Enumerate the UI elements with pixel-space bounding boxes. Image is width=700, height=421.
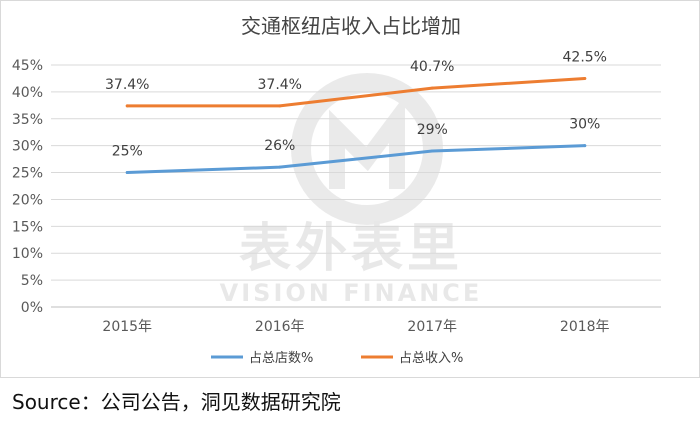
series bbox=[125, 76, 587, 175]
y-tick-label: 45% bbox=[12, 58, 43, 74]
watermark-logo-mark bbox=[329, 95, 405, 189]
data-label: 25% bbox=[112, 144, 143, 160]
x-tick-label: 2017年 bbox=[407, 319, 457, 335]
legend: 占总店数% 占总收入% bbox=[211, 351, 463, 366]
x-tick-label: 2015年 bbox=[102, 319, 152, 335]
data-point bbox=[278, 165, 282, 169]
data-point bbox=[278, 104, 282, 108]
data-label: 30% bbox=[569, 117, 600, 133]
watermark-logo-ring bbox=[291, 73, 443, 225]
grid bbox=[51, 64, 661, 308]
series-line-2 bbox=[125, 76, 587, 108]
data-label: 26% bbox=[264, 138, 295, 154]
chart-title: 交通枢纽店收入占比增加 bbox=[241, 14, 461, 38]
data-point bbox=[430, 149, 434, 153]
x-axis-ticks: 2015年 2016年 2017年 2018年 bbox=[102, 319, 609, 335]
source-note: Source：公司公告，洞见数据研究院 bbox=[12, 390, 341, 414]
legend-label: 占总收入% bbox=[399, 351, 463, 366]
data-point bbox=[430, 86, 434, 90]
y-tick-label: 20% bbox=[12, 192, 43, 208]
y-tick-label: 5% bbox=[21, 273, 43, 289]
y-tick-label: 35% bbox=[12, 112, 43, 128]
y-tick-label: 10% bbox=[12, 246, 43, 262]
y-tick-label: 40% bbox=[12, 85, 43, 101]
x-tick-label: 2016年 bbox=[255, 319, 305, 335]
data-point bbox=[583, 144, 587, 148]
y-tick-label: 15% bbox=[12, 219, 43, 235]
data-label: 37.4% bbox=[105, 77, 149, 93]
legend-label: 占总店数% bbox=[249, 351, 313, 366]
data-label: 37.4% bbox=[258, 77, 302, 93]
watermark: 表外表里 VISION FINANCE bbox=[220, 73, 483, 307]
data-labels: 25% 26% 29% 30% 37.4% 37.4% 40.7% 42.5% bbox=[105, 49, 607, 159]
series-line-1 bbox=[125, 144, 587, 175]
y-axis-ticks: 0% 5% 10% 15% 20% 25% 30% 35% 40% 45% bbox=[12, 58, 43, 316]
data-point bbox=[125, 171, 129, 175]
y-tick-label: 25% bbox=[12, 166, 43, 182]
data-label: 42.5% bbox=[563, 49, 607, 65]
watermark-en: VISION FINANCE bbox=[220, 279, 483, 307]
y-tick-label: 30% bbox=[12, 139, 43, 155]
watermark-cn: 表外表里 bbox=[239, 219, 463, 279]
data-point bbox=[125, 104, 129, 108]
x-tick-label: 2018年 bbox=[560, 319, 610, 335]
data-label: 40.7% bbox=[410, 59, 454, 75]
data-label: 29% bbox=[417, 122, 448, 138]
data-point bbox=[583, 76, 587, 80]
y-tick-label: 0% bbox=[21, 300, 43, 316]
chart-frame: 表外表里 VISION FINANCE 交通枢纽店收入占比增加 0% 5% 10% 1… bbox=[0, 0, 700, 378]
line-chart: 表外表里 VISION FINANCE 交通枢纽店收入占比增加 0% 5% 10% 1… bbox=[12, 14, 661, 366]
